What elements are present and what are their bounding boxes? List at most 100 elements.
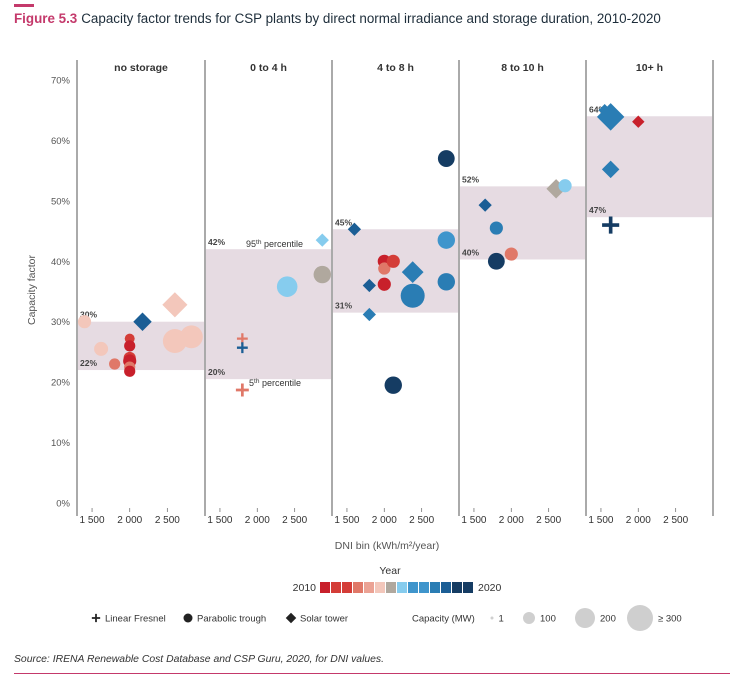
band-p95-label: 42% (208, 237, 225, 247)
bottom-rule (14, 673, 730, 674)
year-swatch (353, 582, 363, 593)
data-point-circle (276, 276, 298, 297)
x-tick-label: 1 500 (461, 515, 486, 526)
capacity-legend-title: Capacity (MW) (412, 614, 475, 625)
data-point-circle (437, 231, 456, 249)
data-point-diamond (162, 292, 188, 318)
data-point-diamond (632, 115, 645, 128)
band-p5-label: 47% (589, 205, 606, 215)
data-point-circle (504, 247, 518, 261)
band-p5-label: 31% (335, 301, 352, 311)
figure-title: Figure 5.3 Capacity factor trends for CSP… (14, 11, 734, 26)
data-point-diamond (315, 233, 329, 247)
x-tick-label: 2 500 (155, 515, 180, 526)
x-axis-label: DNI bin (kWh/m²/year) (335, 540, 439, 552)
capacity-legend-circle (490, 616, 494, 620)
x-tick-label: 2 500 (663, 515, 688, 526)
x-tick-label: 2 500 (536, 515, 561, 526)
year-legend-end: 2020 (478, 582, 502, 594)
figure-number: Figure 5.3 (14, 11, 78, 26)
band-p95-label: 45% (335, 217, 352, 227)
y-tick-label: 30% (51, 317, 71, 328)
data-point-circle (384, 376, 402, 394)
data-point-diamond (546, 179, 566, 199)
x-tick-label: 2 000 (117, 515, 142, 526)
year-swatch (397, 582, 407, 593)
y-tick-label: 60% (51, 136, 71, 147)
percentile-band (333, 229, 458, 313)
p5-annotation: 5th percentile (249, 378, 301, 388)
panel-title: 10+ h (636, 62, 663, 74)
panel-title: 4 to 8 h (377, 62, 414, 74)
data-point-circle (94, 341, 109, 356)
y-tick-label: 70% (51, 76, 71, 87)
band-p5-label: 22% (80, 358, 97, 368)
year-swatch (463, 582, 473, 593)
x-tick-label: 2 500 (282, 515, 307, 526)
data-point-circle (378, 262, 391, 275)
year-swatch (331, 582, 341, 593)
year-legend-title: Year (379, 565, 401, 577)
data-point-plus (236, 333, 248, 345)
percentile-band (460, 186, 585, 260)
capacity-legend-label: 100 (540, 614, 556, 625)
capacity-legend-circle (575, 608, 595, 628)
source-note: Source: IRENA Renewable Cost Database an… (14, 654, 385, 665)
band-p95-label: 52% (462, 174, 479, 184)
data-point-diamond (478, 198, 492, 212)
data-point-circle (77, 315, 92, 329)
data-point-circle (487, 252, 505, 270)
year-swatch (386, 582, 396, 593)
percentile-band (206, 249, 331, 380)
data-point-diamond (596, 103, 625, 131)
legend-type-label: Parabolic trough (197, 614, 266, 625)
capacity-legend-label: 1 (499, 614, 504, 625)
capacity-legend-circle (523, 612, 535, 624)
capacity-legend-circle (627, 605, 653, 631)
p95-annotation: 95th percentile (246, 239, 303, 249)
data-point-circle (400, 283, 425, 308)
data-point-diamond (347, 222, 362, 236)
x-tick-label: 1 500 (207, 515, 232, 526)
y-tick-label: 40% (51, 257, 71, 268)
band-p95-label: 30% (80, 310, 97, 320)
data-point-diamond (401, 261, 424, 284)
x-tick-label: 1 500 (334, 515, 359, 526)
data-point-circle (124, 365, 136, 377)
data-point-circle (180, 325, 203, 349)
y-tick-label: 10% (51, 438, 71, 449)
legend-solar-tower-icon (285, 612, 297, 624)
band-p5-label: 40% (462, 247, 479, 257)
year-swatch (364, 582, 374, 593)
data-point-diamond (362, 278, 376, 293)
band-p95-label: 64% (589, 104, 606, 114)
year-swatch (408, 582, 418, 593)
data-point-circle (109, 358, 121, 370)
panel-title: 8 to 10 h (501, 62, 544, 74)
data-point-circle (489, 221, 503, 235)
legend-type-label: Solar tower (300, 614, 348, 625)
year-swatch (320, 582, 330, 593)
year-swatch (452, 582, 462, 593)
capacity-factor-chart: 0% 10% 20% 30% 40% 50% 60% 70% Capacity factor no… (26, 60, 714, 631)
data-point-diamond (362, 307, 376, 322)
year-swatch (430, 582, 440, 593)
data-point-circle (437, 273, 456, 291)
year-swatch (419, 582, 429, 593)
y-tick-label: 20% (51, 378, 71, 389)
capacity-legend-label: ≥ 300 (658, 614, 682, 625)
data-point-plus (235, 383, 249, 397)
x-tick-label: 2 000 (499, 515, 524, 526)
capacity-legend-label: 200 (600, 614, 616, 625)
panel-title: 0 to 4 h (250, 62, 287, 74)
legend-linear-fresnel-icon (91, 613, 101, 623)
year-swatch (375, 582, 385, 593)
panel-title: no storage (114, 62, 168, 74)
data-point-circle (124, 340, 136, 352)
x-tick-label: 2 000 (626, 515, 651, 526)
data-point-circle (437, 150, 455, 167)
year-swatch (441, 582, 451, 593)
data-point-circle (386, 254, 400, 268)
x-tick-label: 2 000 (372, 515, 397, 526)
year-legend-start: 2010 (293, 582, 317, 594)
